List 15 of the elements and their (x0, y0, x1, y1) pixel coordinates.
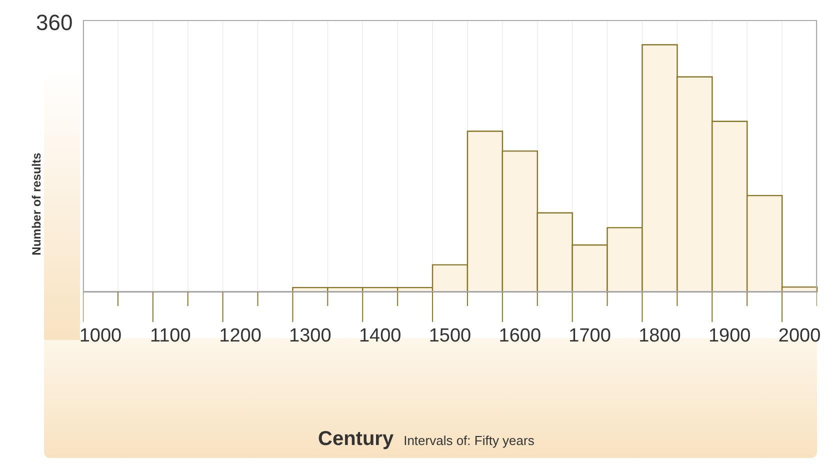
x-tick-label: 1100 (150, 325, 191, 346)
x-axis-title: Century (318, 428, 394, 451)
x-tick-label: 1500 (428, 325, 472, 346)
x-tick-label: 1000 (79, 325, 122, 346)
text: Intervals of: Fifty years (404, 433, 534, 448)
x-tick-label: 2000 (778, 325, 821, 346)
x-tick-label: 1600 (498, 325, 542, 346)
x-tick-label: 1200 (219, 325, 262, 346)
x-tick-label: 1300 (289, 325, 332, 346)
y-axis-title: Number of results (29, 152, 43, 256)
x-tick-label: 1400 (358, 325, 402, 346)
text: 360 (36, 10, 73, 36)
x-tick-label: 1700 (568, 325, 611, 346)
x-tick-label: 1900 (708, 325, 751, 346)
x-tick-label: 1800 (638, 325, 681, 346)
